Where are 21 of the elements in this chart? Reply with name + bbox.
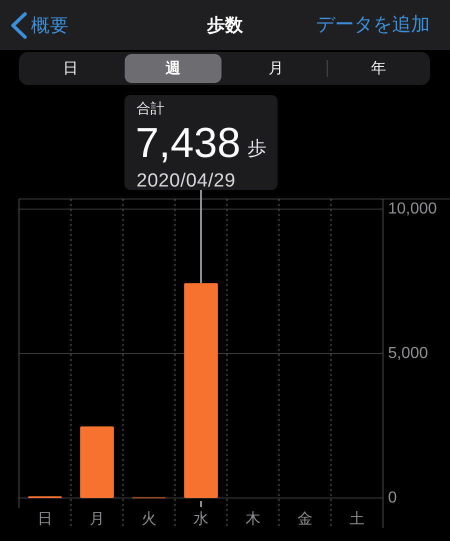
button-back: 概要 — [11, 12, 69, 39]
segment-label: 週 — [166, 60, 181, 77]
xtick-label: 土 — [350, 510, 364, 528]
button-add-data: データを追加 — [316, 14, 430, 36]
title: 歩数 — [207, 15, 243, 35]
xtick-label: 水 — [194, 510, 208, 528]
ytick-label: 5,000 — [388, 345, 428, 362]
segment-label: 日 — [62, 60, 78, 77]
callout-date: 2020/04/29 — [136, 170, 236, 192]
ytick-label: 0 — [388, 490, 397, 506]
xtick-label: 月 — [90, 510, 104, 528]
callout-header: 合計 — [136, 100, 164, 116]
segment-label: 年 — [371, 60, 386, 77]
ytick-label: 10,000 — [388, 200, 437, 218]
segment-label: 月 — [268, 60, 284, 77]
callout-value: 7,438 — [136, 119, 241, 166]
callout-unit: 歩 — [248, 138, 266, 160]
xtick-label: 火 — [142, 510, 156, 528]
xtick-label: 日 — [38, 510, 52, 528]
xtick-label: 金 — [298, 510, 312, 528]
xtick-label: 木 — [246, 510, 260, 528]
